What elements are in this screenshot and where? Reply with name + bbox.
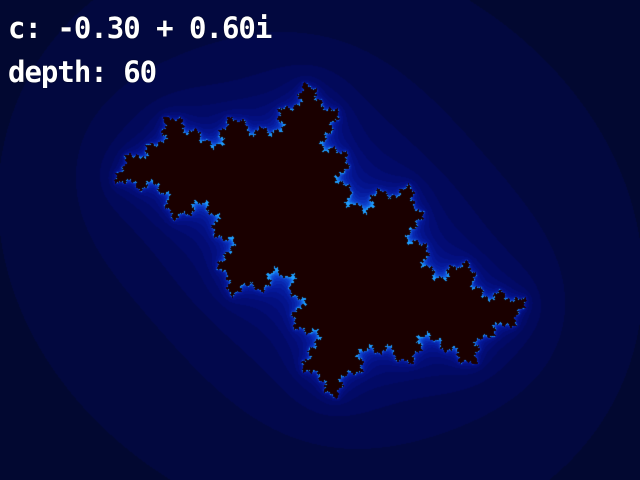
c-parameter-label: c: -0.30 + 0.60i: [8, 11, 272, 45]
depth-label: depth: 60: [8, 55, 157, 89]
hud-overlay: c: -0.30 + 0.60i depth: 60: [8, 6, 272, 94]
